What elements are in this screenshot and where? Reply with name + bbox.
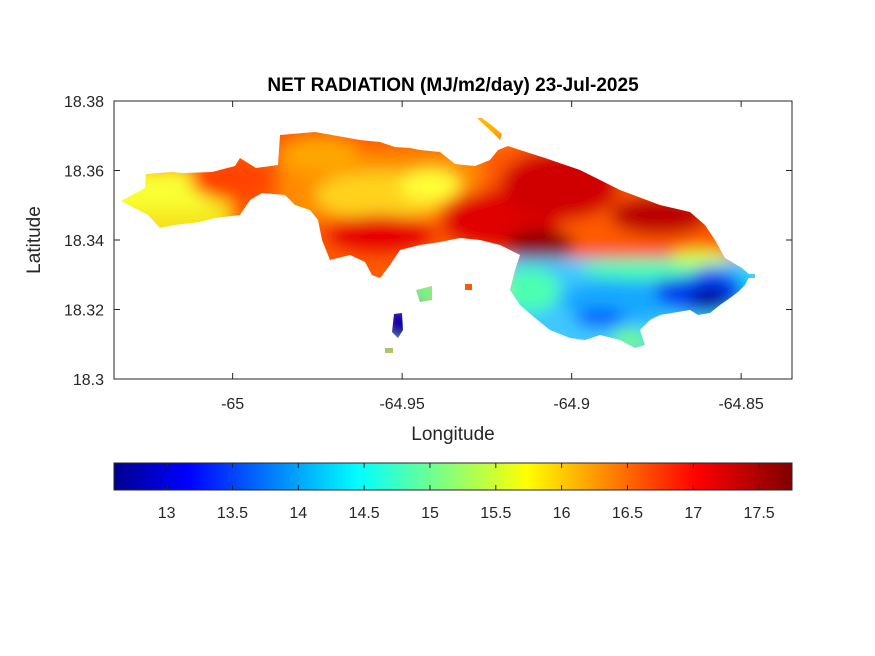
x-axis-label: Longitude	[411, 424, 494, 445]
colorbar-tick-label: 16	[553, 505, 571, 522]
colorbar-tick-label: 13	[158, 505, 176, 522]
y-tick-label: 18.36	[64, 164, 104, 181]
colorbar-tick-label: 17	[684, 505, 702, 522]
colorbar-ticks: 13 13.5 14 14.5 15 15.5 16 16.5 17 17.5	[158, 463, 775, 522]
colorbar-tick-label: 17.5	[744, 505, 775, 522]
colorbar-tick-label: 16.5	[612, 505, 643, 522]
colorbar-tick-label: 14.5	[349, 505, 380, 522]
colorbar-tick-label: 14	[289, 505, 307, 522]
x-tick-label: -65	[221, 396, 244, 413]
colorbar-tick-label: 13.5	[217, 505, 248, 522]
x-tick-label: -64.9	[553, 396, 590, 413]
chart-title: NET RADIATION (MJ/m2/day) 23-Jul-2025	[267, 75, 639, 96]
x-axis-ticks: -65 -64.95 -64.9 -64.85	[221, 101, 764, 413]
x-tick-label: -64.85	[718, 396, 763, 413]
y-tick-label: 18.34	[64, 233, 104, 250]
y-tick-label: 18.3	[73, 372, 104, 389]
y-axis-ticks: 18.3 18.32 18.34 18.36 18.38	[64, 94, 792, 389]
y-tick-label: 18.38	[64, 94, 104, 111]
y-axis-label: Latitude	[24, 206, 45, 274]
colorbar-tick-label: 15.5	[480, 505, 511, 522]
x-tick-label: -64.95	[379, 396, 424, 413]
colorbar	[113, 462, 793, 491]
colorbar-tick-label: 15	[421, 505, 439, 522]
y-tick-label: 18.32	[64, 303, 104, 320]
